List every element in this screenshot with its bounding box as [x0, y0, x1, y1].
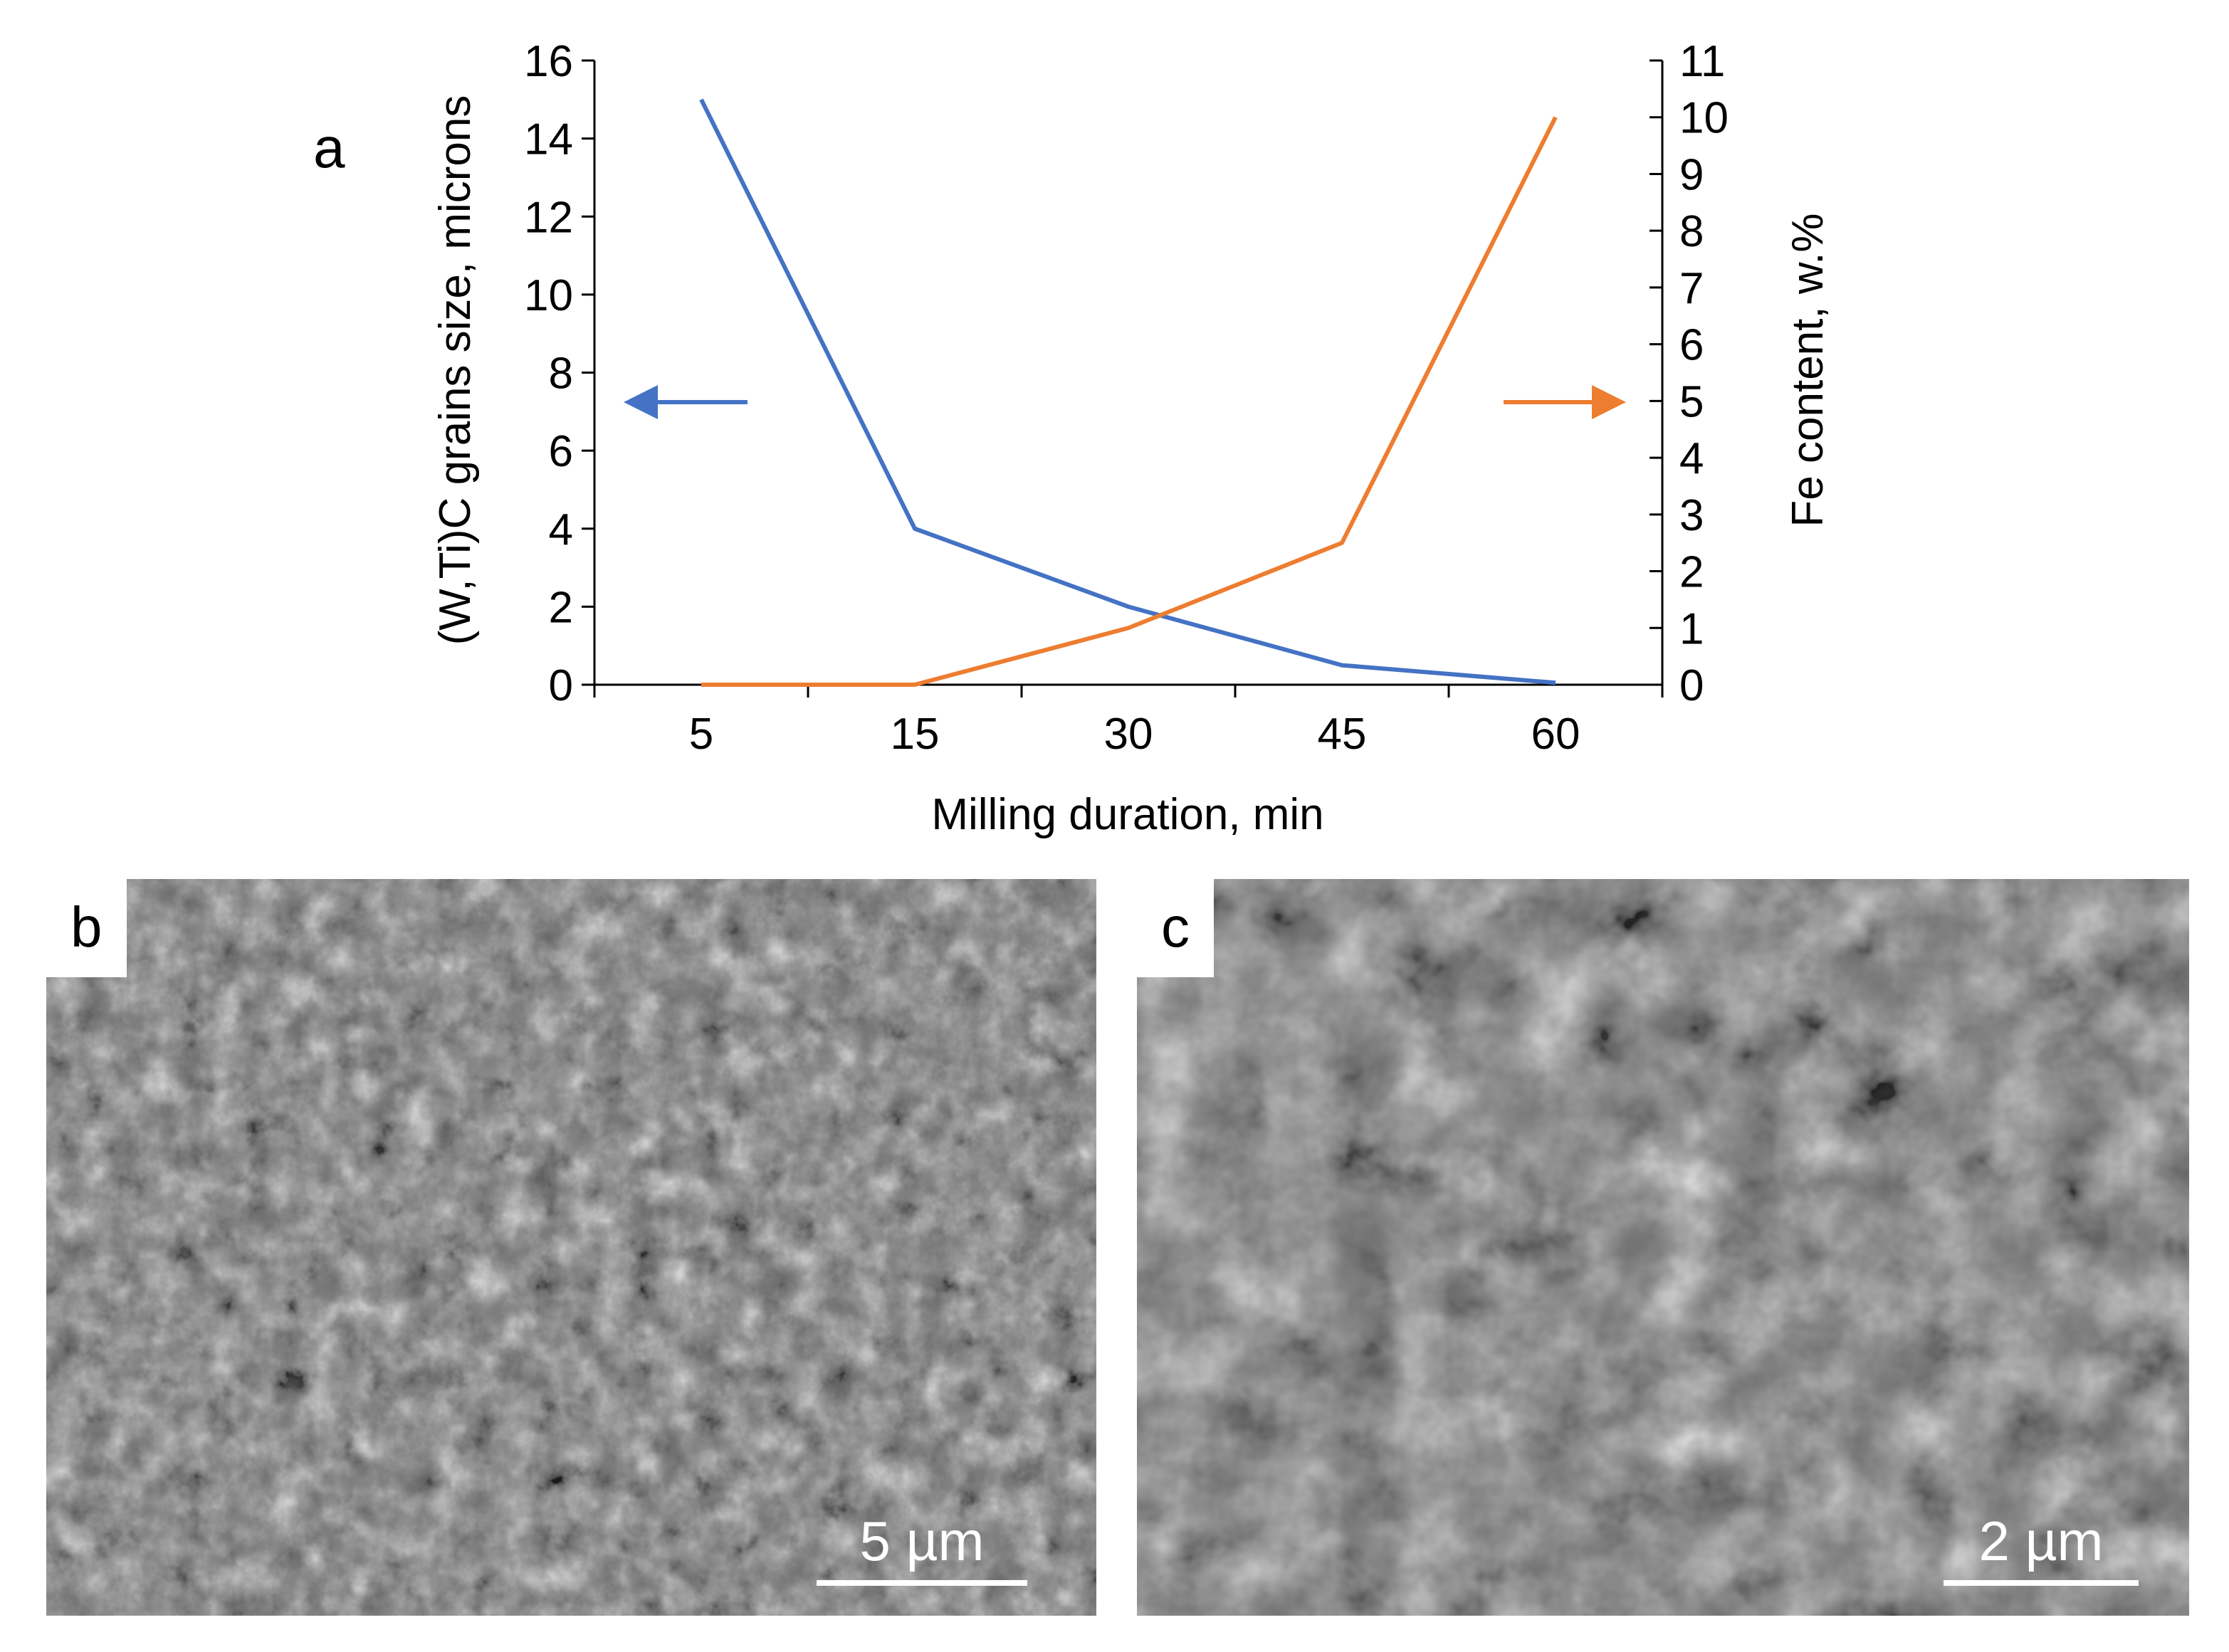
right-tick-label: 4 — [1679, 434, 1704, 483]
left-tick-label: 6 — [549, 427, 573, 476]
series-line-right — [701, 116, 1558, 687]
sem-image-b: b 5 µm — [46, 879, 1096, 1616]
right-axis-ticks: 0 1 2 3 4 5 6 7 8 9 10 11 — [1650, 37, 1729, 710]
scale-bar-label-b: 5 µm — [859, 1510, 985, 1572]
right-tick-label: 10 — [1679, 94, 1729, 143]
right-tick-label: 6 — [1679, 321, 1704, 370]
panel-label-c: c — [1137, 879, 1214, 977]
sem-texture — [1137, 879, 2189, 1616]
x-axis-title: Milling duration, min — [931, 790, 1323, 839]
left-tick-label: 12 — [524, 193, 573, 242]
x-tick-label: 30 — [1104, 710, 1153, 759]
left-tick-label: 0 — [549, 661, 573, 710]
x-tick-label: 45 — [1318, 710, 1367, 759]
left-tick-label: 2 — [549, 583, 573, 632]
right-tick-label: 11 — [1679, 37, 1725, 86]
sem-image-c: c 2 µm — [1137, 879, 2189, 1616]
left-tick-label: 10 — [524, 271, 573, 320]
sem-texture — [46, 879, 1096, 1616]
x-tick-label: 5 — [689, 710, 713, 759]
panel-label-b: b — [46, 879, 127, 977]
series-line-left — [699, 98, 1556, 685]
right-tick-label: 8 — [1679, 207, 1704, 256]
left-axis-ticks: 0 2 4 6 8 10 12 14 16 — [524, 37, 594, 710]
scale-bar-c — [1944, 1580, 2139, 1586]
scale-bar-b — [817, 1580, 1027, 1586]
left-tick-label: 4 — [549, 505, 573, 554]
left-tick-label: 14 — [524, 115, 573, 164]
chart-axes — [593, 60, 1664, 686]
x-tick-label: 60 — [1531, 710, 1580, 759]
series-lines — [699, 98, 1558, 687]
left-tick-label: 8 — [549, 349, 573, 399]
panel-label-a: a — [313, 116, 345, 179]
left-axis-title: (W,Ti)C grains size, microns — [431, 95, 480, 646]
x-tick-label: 15 — [891, 710, 940, 759]
x-axis-ticks: 5 15 30 45 60 — [593, 685, 1664, 759]
right-tick-label: 1 — [1679, 604, 1704, 653]
right-tick-label: 2 — [1679, 548, 1704, 597]
right-tick-label: 3 — [1679, 491, 1704, 540]
right-tick-label: 0 — [1679, 661, 1704, 710]
scale-bar-label-c: 2 µm — [1978, 1510, 2104, 1572]
right-axis-title: Fe content, w.% — [1783, 213, 1832, 527]
right-tick-label: 9 — [1679, 150, 1704, 199]
right-tick-label: 5 — [1679, 377, 1704, 426]
right-tick-label: 7 — [1679, 264, 1704, 313]
left-tick-label: 16 — [524, 37, 573, 86]
